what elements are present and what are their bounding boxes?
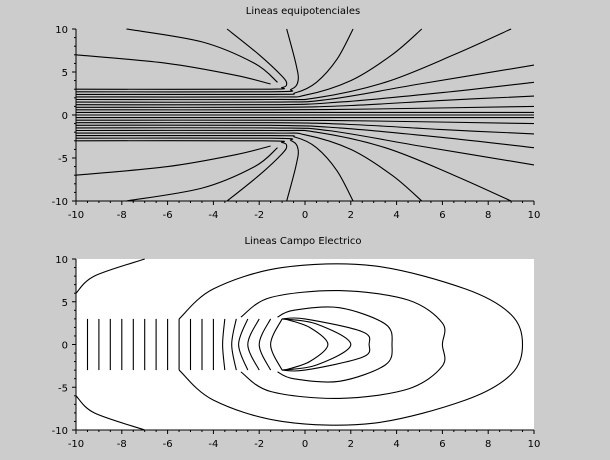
curve-25 xyxy=(126,147,278,202)
y-tick-label: -10 xyxy=(52,197,68,208)
curve-3 xyxy=(75,28,354,96)
curve-18 xyxy=(247,318,260,371)
curve-26 xyxy=(178,263,524,426)
curve-19 xyxy=(75,134,354,202)
y-tick-label: -5 xyxy=(58,154,68,165)
chart-title: Lineas Campo Electrico xyxy=(244,236,361,247)
y-tick-label: 0 xyxy=(62,111,68,122)
x-tick-label: 2 xyxy=(348,210,354,221)
y-tick-label: 0 xyxy=(62,341,68,352)
y-tick-label: 5 xyxy=(62,298,68,309)
curve-23 xyxy=(282,317,371,372)
x-tick-label: 4 xyxy=(393,210,399,221)
curve-1 xyxy=(75,28,288,90)
curve-4 xyxy=(75,28,423,98)
x-tick-label: -10 xyxy=(68,439,84,450)
curve-21 xyxy=(284,318,329,371)
curve-18 xyxy=(75,132,423,202)
x-tick-label: -4 xyxy=(208,210,218,221)
curve-17 xyxy=(75,129,512,202)
curve-9 xyxy=(75,105,535,111)
curve-24 xyxy=(126,28,278,83)
curve-16 xyxy=(231,318,237,371)
curve-5 xyxy=(75,28,512,101)
x-tick-label: 6 xyxy=(439,439,445,450)
curve-7 xyxy=(75,81,535,106)
x-tick-label: -6 xyxy=(163,439,173,450)
curve-25 xyxy=(240,290,446,399)
curve-22 xyxy=(75,54,271,85)
curves xyxy=(75,28,535,202)
curve-15 xyxy=(75,124,535,149)
chart-2: Lineas Campo Electrico -10 -8 -6 -4 -2 0 2 4 6 8 10… xyxy=(52,236,541,450)
y-tick-label: -5 xyxy=(58,383,68,394)
plot-area xyxy=(76,259,534,430)
x-tick-label: 0 xyxy=(302,439,308,450)
y-tick-label: 10 xyxy=(55,25,68,36)
y-tick-label: 5 xyxy=(62,68,68,79)
curve-20 xyxy=(75,137,299,202)
curve-15 xyxy=(222,318,226,371)
curve-14 xyxy=(75,122,535,135)
x-tick-label: 8 xyxy=(485,439,491,450)
x-tick-label: -2 xyxy=(254,210,264,221)
curve-2 xyxy=(75,395,145,431)
curve-19 xyxy=(258,318,272,371)
chart-1: Lineas equipotenciales -10 -8 -6 -4 -2 0 2 4 6 8 10… xyxy=(52,6,541,221)
x-tick-label: 8 xyxy=(485,210,491,221)
x-tick-label: -2 xyxy=(254,439,264,450)
x-tick-label: 4 xyxy=(393,439,399,450)
curve-13 xyxy=(75,119,535,125)
chart-title: Lineas equipotenciales xyxy=(246,6,360,17)
curve-20 xyxy=(270,318,283,371)
curve-6 xyxy=(75,64,535,103)
x-tick-label: 2 xyxy=(348,439,354,450)
x-tick-label: -8 xyxy=(117,210,127,221)
y-tick-label: -10 xyxy=(52,426,68,437)
x-tick-label: 0 xyxy=(302,210,308,221)
x-tick-label: -6 xyxy=(163,210,173,221)
x-tick-label: 6 xyxy=(439,210,445,221)
curve-22 xyxy=(282,318,352,371)
curves xyxy=(75,258,524,431)
y-tick-label: 10 xyxy=(55,255,68,266)
curve-17 xyxy=(238,318,249,371)
x-tick-label: -8 xyxy=(117,439,127,450)
curve-21 xyxy=(75,140,288,202)
curve-16 xyxy=(75,127,535,166)
x-tick-label: 10 xyxy=(528,210,541,221)
x-tick-label: -10 xyxy=(68,210,84,221)
curve-1 xyxy=(75,258,145,294)
curve-2 xyxy=(75,28,299,93)
curve-24 xyxy=(277,306,393,383)
x-tick-label: -4 xyxy=(208,439,218,450)
curve-23 xyxy=(75,145,271,176)
curve-8 xyxy=(75,95,535,108)
x-tick-label: 10 xyxy=(528,439,541,450)
